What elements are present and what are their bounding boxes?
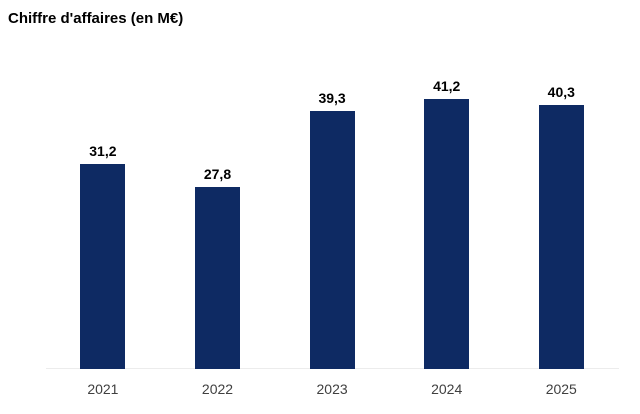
bar-value-label-2023: 39,3	[318, 90, 346, 107]
bar-value-label-2025: 40,3	[547, 83, 575, 100]
bar-value-label-2024: 41,2	[433, 77, 461, 94]
bar-2022	[194, 186, 240, 369]
bar-2021	[80, 164, 126, 369]
bar-2023	[309, 111, 355, 369]
plot-area: 31,2 27,8 39,3 41,2 40,3	[45, 0, 619, 369]
chart-title: Chiffre d'affaires (en M€)	[8, 10, 184, 27]
bar-value-label-2021: 31,2	[89, 143, 117, 160]
bar-2025	[538, 104, 584, 369]
bar-value-label-2022: 27,8	[203, 165, 232, 182]
x-axis-tick-label-2022: 2022	[201, 381, 234, 397]
x-axis-tick-label-2021: 2021	[87, 381, 119, 397]
x-axis-tick-label-2023: 2023	[316, 381, 348, 397]
x-axis: 2021 2022 2023 2024 2025	[46, 381, 619, 401]
x-axis-tick-label-2025: 2025	[545, 381, 577, 397]
bar-2024	[424, 98, 470, 369]
x-axis-tick-label-2024: 2024	[431, 381, 463, 397]
